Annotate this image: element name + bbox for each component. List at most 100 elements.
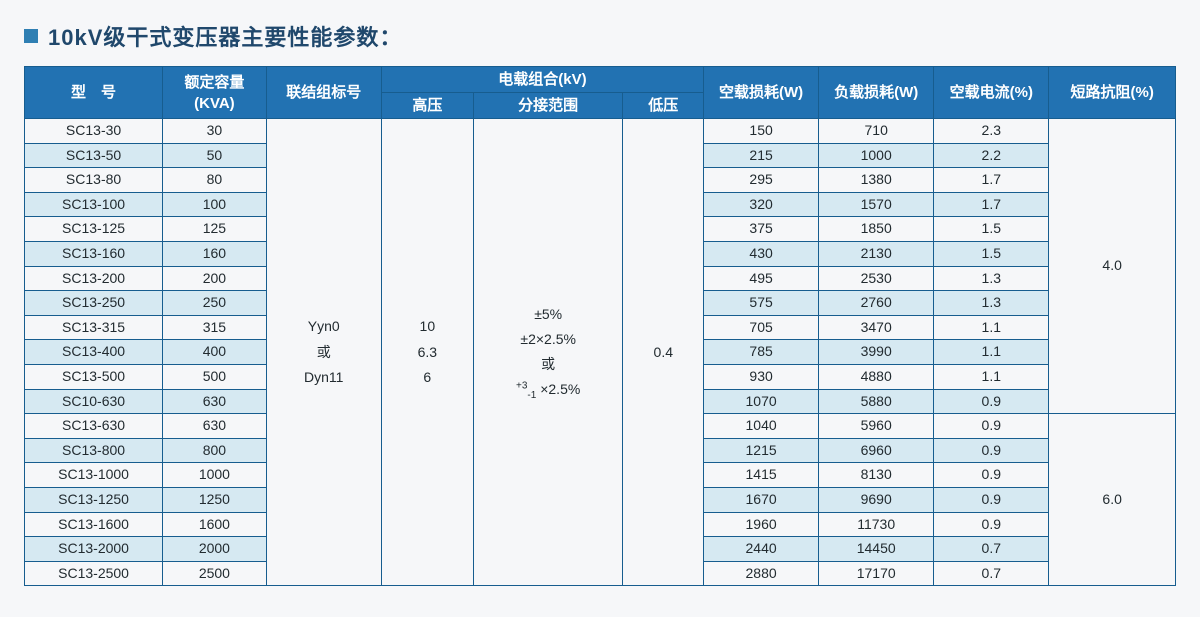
cell-load-loss: 3990	[819, 340, 934, 365]
cell-noload-current: 1.1	[934, 340, 1049, 365]
square-bullet-icon	[24, 29, 38, 43]
cell-kva: 1000	[163, 463, 267, 488]
cell-model: SC13-400	[25, 340, 163, 365]
cell-noload-loss: 150	[704, 119, 819, 144]
cell-load-loss: 9690	[819, 487, 934, 512]
cell-noload-current: 1.1	[934, 315, 1049, 340]
cell-noload-loss: 375	[704, 217, 819, 242]
cell-model: SC13-315	[25, 315, 163, 340]
cell-noload-loss: 430	[704, 241, 819, 266]
cell-noload-loss: 1960	[704, 512, 819, 537]
spec-table: 型 号额定容量(KVA)联结组标号电载组合(kV)空载损耗(W)负载损耗(W)空…	[24, 66, 1176, 586]
cell-noload-loss: 705	[704, 315, 819, 340]
cell-noload-loss: 1670	[704, 487, 819, 512]
cell-load-loss: 1000	[819, 143, 934, 168]
cell-kva: 2500	[163, 561, 267, 586]
cell-noload-current: 0.7	[934, 537, 1049, 562]
column-subheader: 低压	[623, 93, 704, 119]
page-title-row: 10kV级干式变压器主要性能参数：	[24, 20, 1176, 52]
cell-model: SC13-80	[25, 168, 163, 193]
cell-kva: 1250	[163, 487, 267, 512]
cell-model: SC13-250	[25, 291, 163, 316]
cell-model: SC13-200	[25, 266, 163, 291]
cell-hv: 106.36	[381, 119, 473, 586]
cell-impedance: 6.0	[1049, 414, 1176, 586]
cell-noload-loss: 1040	[704, 414, 819, 439]
cell-noload-loss: 1415	[704, 463, 819, 488]
cell-noload-current: 1.3	[934, 266, 1049, 291]
column-header: 短路抗阻(%)	[1049, 67, 1176, 119]
column-header: 型 号	[25, 67, 163, 119]
cell-kva: 50	[163, 143, 267, 168]
cell-noload-current: 0.9	[934, 414, 1049, 439]
cell-kva: 200	[163, 266, 267, 291]
table-header: 型 号额定容量(KVA)联结组标号电载组合(kV)空载损耗(W)负载损耗(W)空…	[25, 67, 1176, 119]
cell-kva: 500	[163, 364, 267, 389]
column-header: 额定容量(KVA)	[163, 67, 267, 119]
cell-load-loss: 710	[819, 119, 934, 144]
column-header: 负载损耗(W)	[819, 67, 934, 119]
cell-kva: 400	[163, 340, 267, 365]
cell-noload-loss: 320	[704, 192, 819, 217]
cell-load-loss: 2530	[819, 266, 934, 291]
cell-kva: 2000	[163, 537, 267, 562]
cell-model: SC10-630	[25, 389, 163, 414]
cell-impedance: 4.0	[1049, 119, 1176, 414]
cell-noload-current: 0.9	[934, 487, 1049, 512]
cell-load-loss: 1570	[819, 192, 934, 217]
page-title: 10kV级干式变压器主要性能参数：	[48, 20, 402, 52]
cell-noload-loss: 215	[704, 143, 819, 168]
cell-noload-current: 1.5	[934, 241, 1049, 266]
cell-kva: 315	[163, 315, 267, 340]
cell-noload-loss: 1070	[704, 389, 819, 414]
cell-noload-loss: 2880	[704, 561, 819, 586]
cell-model: SC13-100	[25, 192, 163, 217]
cell-model: SC13-1600	[25, 512, 163, 537]
cell-noload-current: 0.9	[934, 463, 1049, 488]
cell-load-loss: 1380	[819, 168, 934, 193]
cell-noload-current: 0.9	[934, 389, 1049, 414]
cell-connection: Yyn0或Dyn11	[266, 119, 381, 586]
cell-noload-current: 1.5	[934, 217, 1049, 242]
cell-noload-loss: 2440	[704, 537, 819, 562]
cell-noload-current: 1.7	[934, 168, 1049, 193]
cell-model: SC13-2500	[25, 561, 163, 586]
cell-model: SC13-50	[25, 143, 163, 168]
cell-noload-current: 1.7	[934, 192, 1049, 217]
cell-load-loss: 2760	[819, 291, 934, 316]
cell-kva: 100	[163, 192, 267, 217]
cell-noload-current: 2.3	[934, 119, 1049, 144]
cell-model: SC13-2000	[25, 537, 163, 562]
cell-noload-current: 0.7	[934, 561, 1049, 586]
cell-noload-current: 0.9	[934, 512, 1049, 537]
cell-noload-loss: 785	[704, 340, 819, 365]
cell-model: SC13-30	[25, 119, 163, 144]
cell-model: SC13-160	[25, 241, 163, 266]
cell-model: SC13-630	[25, 414, 163, 439]
cell-load-loss: 4880	[819, 364, 934, 389]
cell-tap-range: ±5%±2×2.5%或+3-1 ×2.5%	[473, 119, 623, 586]
cell-noload-loss: 930	[704, 364, 819, 389]
cell-load-loss: 17170	[819, 561, 934, 586]
column-subheader: 分接范围	[473, 93, 623, 119]
cell-lv: 0.4	[623, 119, 704, 586]
cell-noload-loss: 495	[704, 266, 819, 291]
cell-load-loss: 11730	[819, 512, 934, 537]
table-body: SC13-3030Yyn0或Dyn11106.36±5%±2×2.5%或+3-1…	[25, 119, 1176, 586]
cell-kva: 80	[163, 168, 267, 193]
cell-load-loss: 6960	[819, 438, 934, 463]
column-header: 联结组标号	[266, 67, 381, 119]
cell-kva: 30	[163, 119, 267, 144]
column-header: 空载电流(%)	[934, 67, 1049, 119]
cell-kva: 630	[163, 389, 267, 414]
cell-kva: 800	[163, 438, 267, 463]
cell-load-loss: 2130	[819, 241, 934, 266]
cell-load-loss: 3470	[819, 315, 934, 340]
column-header: 空载损耗(W)	[704, 67, 819, 119]
cell-load-loss: 8130	[819, 463, 934, 488]
cell-noload-current: 2.2	[934, 143, 1049, 168]
cell-kva: 1600	[163, 512, 267, 537]
cell-kva: 160	[163, 241, 267, 266]
cell-model: SC13-1000	[25, 463, 163, 488]
cell-model: SC13-125	[25, 217, 163, 242]
